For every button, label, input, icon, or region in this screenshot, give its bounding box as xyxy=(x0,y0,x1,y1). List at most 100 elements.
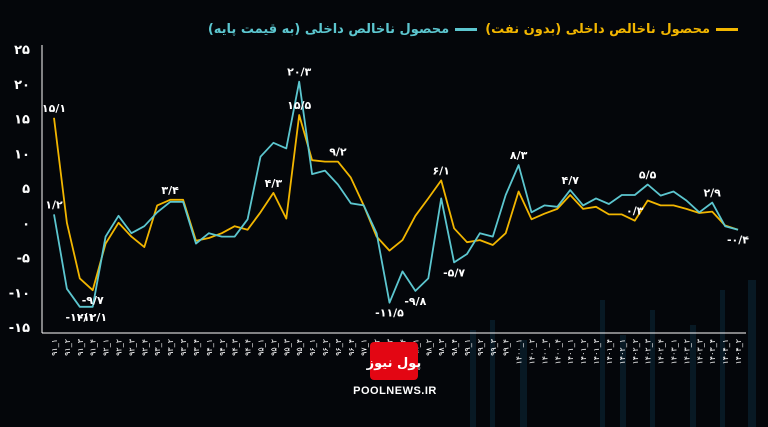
x-tick-label: ۹۶_۴ xyxy=(347,339,356,356)
background-bars xyxy=(470,280,756,427)
series-layer xyxy=(53,80,739,308)
x-tick-label: ۹۴_۲ xyxy=(218,339,227,356)
background-bar xyxy=(520,340,527,427)
y-tick-label: ۲۰ xyxy=(14,78,30,93)
x-tick-label: ۱۴۰۲_۱ xyxy=(618,339,627,364)
x-tick-label: ۹۱_۱ xyxy=(50,339,59,356)
x-tick-label: ۹۸_۴ xyxy=(450,339,459,356)
x-tick-label: ۹۳_۱ xyxy=(153,339,162,356)
background-bar xyxy=(720,290,725,427)
poolnews-logo: پول نیوز xyxy=(366,342,421,380)
poolnews-watermark: پول نیوز POOLNEWS.IR xyxy=(340,340,450,400)
data-label: ۴/۷ xyxy=(561,174,579,187)
y-axis: -۱۵ -۱۰ -۵ ۰ ۵ ۱۰ ۱۵ ۲۰ ۲۵ xyxy=(9,43,43,336)
legend-label-non-oil-gdp: محصول ناخالص داخلی (بدون نفت) xyxy=(485,22,710,37)
x-tick-label: ۹۱_۴ xyxy=(89,339,98,356)
x-tick-label: ۹۸_۲ xyxy=(424,339,433,356)
x-tick-label: ۱۴۰۰_۱ xyxy=(515,339,524,364)
x-tick-label: ۱۴۰۲_۴ xyxy=(657,339,666,364)
x-tick-label: ۹۲_۳ xyxy=(127,338,136,356)
x-tick-label: ۱۴۰۱_۳ xyxy=(592,338,601,364)
data-label: ۲/۹ xyxy=(703,187,721,200)
x-tick-label: ۱۴۰۳_۱ xyxy=(669,339,678,364)
x-tick-label: ۹۴_۴ xyxy=(244,339,253,356)
y-tick-label: ۱۰ xyxy=(14,147,30,162)
x-tick-label: ۱۴۰۰_۴ xyxy=(553,339,562,364)
x-tick-label: ۹۲_۲ xyxy=(115,339,124,356)
x-tick-label: ۱۴۰۰_۳ xyxy=(540,338,549,364)
x-tick-label: ۹۷_۱ xyxy=(360,339,369,356)
x-tick-label: ۹۵_۱ xyxy=(256,339,265,356)
x-tick-label: ۹۹_۱ xyxy=(463,339,472,356)
x-tick-label: ۱۴۰۴_۱ xyxy=(721,339,730,364)
data-label: -۱۲/۱ xyxy=(65,311,94,324)
data-label: ۰/۳ xyxy=(626,205,644,218)
x-tick-label: ۱۴۰۳_۲ xyxy=(682,339,691,364)
background-bar xyxy=(690,325,696,427)
series-line-non-oil-gdp xyxy=(53,114,739,292)
x-tick-label: ۹۶_۱ xyxy=(308,339,317,356)
legend: محصول ناخالص داخلی (بدون نفت) محصول ناخا… xyxy=(200,22,738,37)
data-label: -۱۲/۱ xyxy=(78,311,107,324)
background-bar xyxy=(600,300,605,427)
x-tick-label: ۹۹_۳ xyxy=(489,338,498,356)
x-tick-label: ۱۴۰۲_۲ xyxy=(631,339,640,364)
background-bar xyxy=(620,335,626,427)
legend-item-base-price-gdp: محصول ناخالص داخلی (به قیمت پایه) xyxy=(207,22,478,37)
y-tick-label: ۱۵ xyxy=(14,113,30,128)
x-tick-label: ۱۴۰۲_۳ xyxy=(644,338,653,364)
data-label: ۳/۴ xyxy=(161,184,179,197)
x-tick-label: ۹۴_۱ xyxy=(205,339,214,356)
y-tick-label: ۰ xyxy=(22,217,30,232)
background-bar xyxy=(470,330,476,427)
x-tick-label: ۱۴۰۰_۲ xyxy=(528,339,537,364)
legend-swatch-base-price-gdp xyxy=(455,28,478,31)
data-label: ۸/۳ xyxy=(510,149,528,162)
x-tick-label: ۹۲_۴ xyxy=(140,339,149,356)
data-label: ۱/۲ xyxy=(45,198,63,211)
poolnews-site: POOLNEWS.IR xyxy=(353,385,437,397)
data-label: -۱۱/۵ xyxy=(375,307,404,320)
svg-text:پول نیوز: پول نیوز xyxy=(366,356,421,371)
background-bar xyxy=(748,280,756,427)
x-tick-label: ۱۴۰۳_۴ xyxy=(708,339,717,364)
x-tick-label: ۹۴_۳ xyxy=(231,338,240,356)
x-tick-label: ۹۳_۳ xyxy=(179,338,188,356)
data-label: ۶/۱ xyxy=(432,164,449,177)
data-label: ۵/۵ xyxy=(639,169,657,182)
background-bar xyxy=(650,310,655,427)
data-label: ۱۵/۱ xyxy=(42,102,66,115)
legend-swatch-non-oil-gdp xyxy=(716,28,738,31)
x-tick-label: ۱۴۰۳_۳ xyxy=(695,338,704,364)
y-tick-label: ۲۵ xyxy=(14,43,30,58)
x-tick-label: ۹۳_۲ xyxy=(166,339,175,356)
data-labels: ۱۵/۱ ۱/۲ -۱۲/۱ -۹/۷ -۱۲/۱ ۳/۴ ۴/۳ ۱۵/۵ ۲۰/۳ ۹/۲ -۱… xyxy=(42,66,749,324)
y-tick-label: -۱۵ xyxy=(9,321,30,336)
background-bar xyxy=(490,320,495,427)
x-tick-label: ۹۳_۴ xyxy=(192,339,201,356)
x-tick-label: ۹۲_۱ xyxy=(102,339,111,356)
x-tick-label: ۹۱_۳ xyxy=(76,338,85,356)
data-label: ۹/۲ xyxy=(329,146,347,159)
x-tick-label: ۹۶_۲ xyxy=(321,339,330,356)
series-line-base-price-gdp xyxy=(53,80,739,308)
x-tick-label: ۹۵_۲ xyxy=(269,339,278,356)
legend-label-base-price-gdp: محصول ناخالص داخلی (به قیمت پایه) xyxy=(207,22,450,37)
x-tick-label: ۹۸_۳ xyxy=(437,338,446,356)
y-tick-label: -۵ xyxy=(17,252,30,267)
x-tick-label: ۱۴۰۱_۲ xyxy=(579,339,588,364)
x-tick-label: ۹۹_۴ xyxy=(502,339,511,356)
data-label: -۵/۷ xyxy=(443,266,465,279)
data-label: ۴/۳ xyxy=(265,177,283,190)
x-tick-label: ۱۴۰۱_۱ xyxy=(566,339,575,364)
y-tick-label: ۵ xyxy=(22,182,30,197)
data-label: -۹/۷ xyxy=(82,294,104,307)
x-tick-label: ۹۵_۳ xyxy=(282,338,291,356)
data-label: ۲۰/۳ xyxy=(287,66,311,79)
data-label: -۹/۸ xyxy=(404,295,426,308)
x-tick-label: ۹۵_۴ xyxy=(295,339,304,356)
x-tick-label: ۹۹_۲ xyxy=(476,339,485,356)
data-label: -۰/۴ xyxy=(727,234,749,247)
data-label: ۱۵/۵ xyxy=(287,99,311,112)
